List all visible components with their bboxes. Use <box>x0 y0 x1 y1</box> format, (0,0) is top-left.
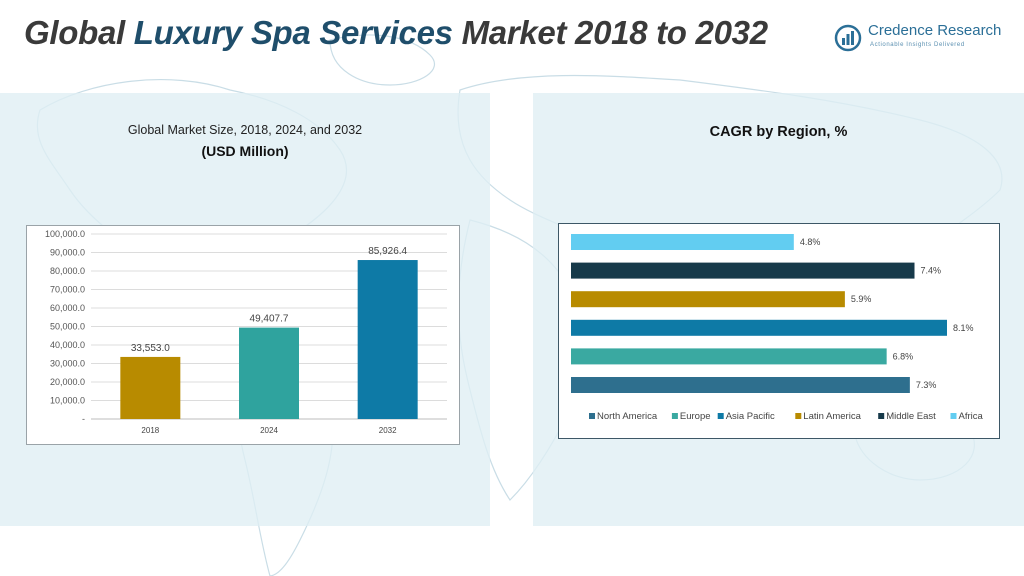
y-tick-label: 40,000.0 <box>50 340 85 350</box>
bar-asia-pacific <box>571 319 947 336</box>
cagr-plot: 4.8% 7.4% 5.9% 8.1% 6.8% 7.3% North America Eur… <box>558 223 1000 439</box>
legend-swatch-europe <box>671 413 678 419</box>
logo-name: Credence Research <box>868 22 1002 39</box>
y-tick-label: 30,000.0 <box>50 359 85 369</box>
x-tick-label-2018: 2018 <box>141 426 159 435</box>
legend-swatch-asia-pacific <box>717 413 724 419</box>
cagr-panel: CAGR by Region, % 4.8% 7.4% 5.9% 8.1% 6.8% 7.… <box>533 93 1024 526</box>
legend-swatch-middle-east <box>878 413 885 419</box>
legend-swatch-north-america <box>589 413 595 419</box>
logo-tagline: Actionable Insights Delivered <box>870 42 965 48</box>
title-accent: Luxury Spa Services <box>133 14 453 51</box>
cagr-chart-title: CAGR by Region, % <box>709 124 848 140</box>
y-tick-label: 100,000.0 <box>45 229 85 239</box>
data-label-middle-east: 7.4% <box>921 266 942 276</box>
market-size-panel: Global Market Size, 2018, 2024, and 2032… <box>0 93 490 526</box>
market-size-chart-title: Global Market Size, 2018, 2024, and 2032 <box>127 123 363 137</box>
y-tick-label: 80,000.0 <box>50 266 85 276</box>
legend-label-latin-america: Latin America <box>803 411 861 422</box>
y-tick-label: 90,000.0 <box>50 248 85 258</box>
bar-2018 <box>120 356 181 419</box>
bar-2024 <box>239 327 299 419</box>
title-suffix: Market 2018 to 2032 <box>452 14 768 51</box>
data-label-africa: 4.8% <box>800 237 821 247</box>
page-title: Global Luxury Spa Services Market 2018 t… <box>24 14 768 52</box>
y-tick-label: - <box>82 414 85 424</box>
legend-label-europe: Europe <box>680 411 711 422</box>
legend-label-africa: Africa <box>959 411 984 422</box>
data-label-2024: 49,407.7 <box>250 314 289 325</box>
y-tick-label: 70,000.0 <box>50 285 85 295</box>
data-label-2018: 33,553.0 <box>131 343 170 354</box>
bar-2032 <box>357 260 418 419</box>
title-prefix: Global <box>24 14 134 51</box>
x-tick-label-2032: 2032 <box>379 426 397 435</box>
market-size-plot: - 10,000.0 20,000.0 30,000.0 40,000.0 50,000.… <box>26 225 460 445</box>
y-tick-label: 20,000.0 <box>50 377 85 387</box>
data-label-asia-pacific: 8.1% <box>953 323 974 333</box>
bar-middle-east <box>571 262 915 279</box>
bar-latin-america <box>571 291 845 308</box>
credence-research-logo: Credence Research Actionable Insights De… <box>830 22 1010 54</box>
data-label-north-america: 7.3% <box>916 380 937 390</box>
data-label-europe: 6.8% <box>893 351 914 361</box>
market-size-bar-chart: - 10,000.0 20,000.0 30,000.0 40,000.0 50,000.… <box>45 229 447 435</box>
x-tick-label-2024: 2024 <box>260 426 278 435</box>
bar-chart-logo-icon <box>834 24 862 52</box>
bar-north-america <box>571 377 910 393</box>
data-label-2032: 85,926.4 <box>368 246 407 257</box>
market-size-chart-subtitle: (USD Million) <box>201 143 289 159</box>
bar-africa <box>571 234 794 250</box>
y-tick-label: 10,000.0 <box>50 396 85 406</box>
y-tick-label: 50,000.0 <box>50 322 85 332</box>
legend-swatch-africa <box>950 413 957 419</box>
legend-label-north-america: North America <box>597 411 658 422</box>
legend-swatch-latin-america <box>795 413 802 419</box>
legend-label-asia-pacific: Asia Pacific <box>726 411 775 422</box>
legend-label-middle-east: Middle East <box>886 411 936 422</box>
cagr-bar-chart: 4.8% 7.4% 5.9% 8.1% 6.8% 7.3% North America Eur… <box>571 234 984 422</box>
bar-europe <box>571 348 887 365</box>
data-label-latin-america: 5.9% <box>851 294 872 304</box>
y-tick-label: 60,000.0 <box>50 303 85 313</box>
